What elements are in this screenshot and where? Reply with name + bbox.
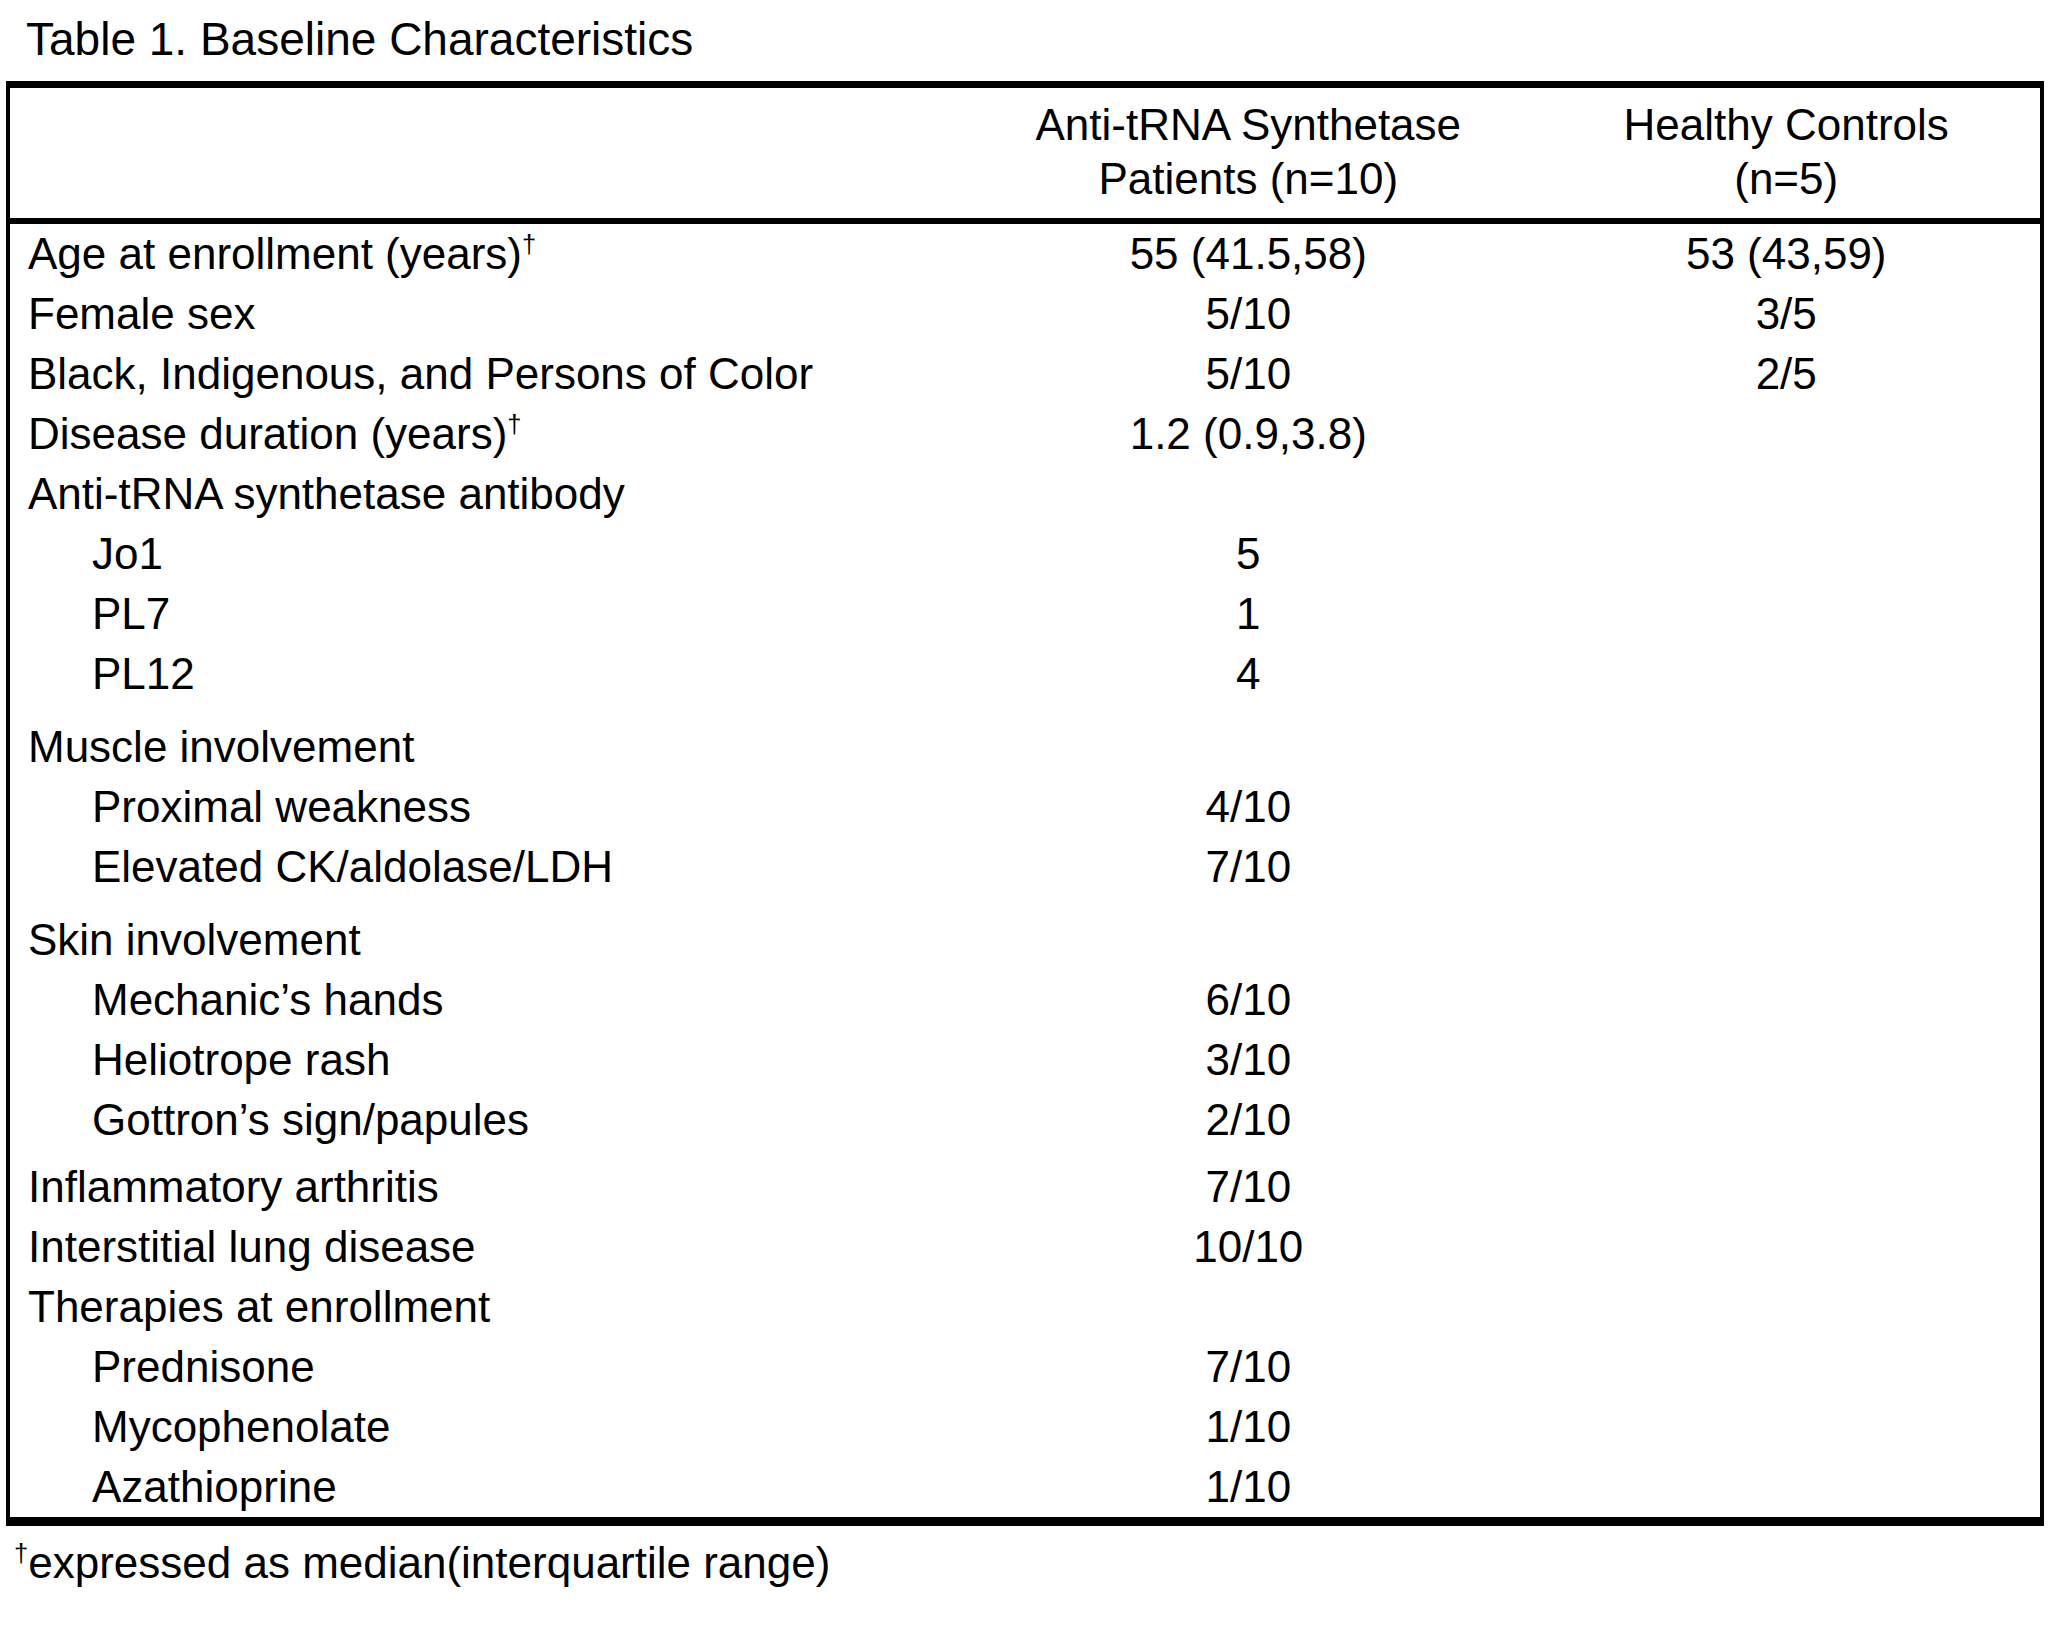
row-label: Mechanic’s hands bbox=[10, 975, 964, 1025]
table-body: Age at enrollment (years)†55 (41.5,58)53… bbox=[10, 224, 2040, 1517]
patients-value: 5 bbox=[964, 529, 1532, 579]
row-label: Jo1 bbox=[10, 529, 964, 579]
patients-value: 7/10 bbox=[964, 842, 1532, 892]
row-label: Heliotrope rash bbox=[10, 1035, 964, 1085]
footnote-text: expressed as median(interquartile range) bbox=[28, 1538, 830, 1587]
patients-value: 5/10 bbox=[964, 349, 1532, 399]
dagger-superscript: † bbox=[507, 411, 521, 439]
table-row: Proximal weakness4/10 bbox=[10, 777, 2040, 837]
table-row: Muscle involvement bbox=[10, 717, 2040, 777]
patients-value: 4/10 bbox=[964, 782, 1532, 832]
table-row: Black, Indigenous, and Persons of Color5… bbox=[10, 344, 2040, 404]
patients-value: 1.2 (0.9,3.8) bbox=[964, 409, 1532, 459]
row-label: Anti-tRNA synthetase antibody bbox=[10, 469, 964, 519]
row-label: Azathioprine bbox=[10, 1462, 964, 1512]
row-label: Age at enrollment (years)† bbox=[10, 229, 964, 279]
patients-value: 4 bbox=[964, 649, 1532, 699]
footnote-dagger-superscript: † bbox=[14, 1540, 28, 1568]
table-row: Anti-tRNA synthetase antibody bbox=[10, 464, 2040, 524]
dagger-superscript: † bbox=[522, 231, 536, 259]
controls-value: 2/5 bbox=[1532, 349, 2040, 399]
page: Table 1. Baseline Characteristics Anti-t… bbox=[0, 0, 2053, 1650]
patients-value: 5/10 bbox=[964, 289, 1532, 339]
patients-value: 7/10 bbox=[964, 1342, 1532, 1392]
row-label: Interstitial lung disease bbox=[10, 1222, 964, 1272]
baseline-characteristics-table: Anti-tRNA Synthetase Patients (n=10) Hea… bbox=[6, 81, 2044, 1526]
row-label: Proximal weakness bbox=[10, 782, 964, 832]
row-label: Inflammatory arthritis bbox=[10, 1162, 964, 1212]
header-patients-line2: Patients (n=10) bbox=[964, 152, 1532, 206]
row-label: Black, Indigenous, and Persons of Color bbox=[10, 349, 964, 399]
table-row: Mechanic’s hands6/10 bbox=[10, 970, 2040, 1030]
patients-value: 1 bbox=[964, 589, 1532, 639]
row-label: Prednisone bbox=[10, 1342, 964, 1392]
patients-value: 2/10 bbox=[964, 1095, 1532, 1145]
table-row: Prednisone7/10 bbox=[10, 1337, 2040, 1397]
header-controls-column: Healthy Controls (n=5) bbox=[1532, 98, 2040, 206]
row-label: PL7 bbox=[10, 589, 964, 639]
table-row: Age at enrollment (years)†55 (41.5,58)53… bbox=[10, 224, 2040, 284]
table-row: Inflammatory arthritis7/10 bbox=[10, 1157, 2040, 1217]
patients-value: 10/10 bbox=[964, 1222, 1532, 1272]
table-row: PL71 bbox=[10, 584, 2040, 644]
table-row: Azathioprine1/10 bbox=[10, 1457, 2040, 1517]
table-row: Female sex5/103/5 bbox=[10, 284, 2040, 344]
header-controls-line2: (n=5) bbox=[1532, 152, 2040, 206]
row-label: Gottron’s sign/papules bbox=[10, 1095, 964, 1145]
footnote: †expressed as median(interquartile range… bbox=[14, 1538, 2053, 1588]
table-header-row: Anti-tRNA Synthetase Patients (n=10) Hea… bbox=[10, 88, 2040, 224]
header-empty-cell bbox=[10, 98, 964, 206]
table-row: Skin involvement bbox=[10, 910, 2040, 970]
row-label: Disease duration (years)† bbox=[10, 409, 964, 459]
patients-value: 1/10 bbox=[964, 1462, 1532, 1512]
table-row: Heliotrope rash3/10 bbox=[10, 1030, 2040, 1090]
table-row: Jo15 bbox=[10, 524, 2040, 584]
patients-value: 3/10 bbox=[964, 1035, 1532, 1085]
patients-value: 7/10 bbox=[964, 1162, 1532, 1212]
table-row: Mycophenolate1/10 bbox=[10, 1397, 2040, 1457]
row-label: Elevated CK/aldolase/LDH bbox=[10, 842, 964, 892]
header-patients-column: Anti-tRNA Synthetase Patients (n=10) bbox=[964, 98, 1532, 206]
table-row: Disease duration (years)†1.2 (0.9,3.8) bbox=[10, 404, 2040, 464]
table-row: Gottron’s sign/papules2/10 bbox=[10, 1090, 2040, 1150]
table-row: Interstitial lung disease10/10 bbox=[10, 1217, 2040, 1277]
table-row: Elevated CK/aldolase/LDH7/10 bbox=[10, 837, 2040, 897]
row-label: Therapies at enrollment bbox=[10, 1282, 964, 1332]
patients-value: 55 (41.5,58) bbox=[964, 229, 1532, 279]
patients-value: 1/10 bbox=[964, 1402, 1532, 1452]
controls-value: 53 (43,59) bbox=[1532, 229, 2040, 279]
patients-value: 6/10 bbox=[964, 975, 1532, 1025]
row-label: PL12 bbox=[10, 649, 964, 699]
table-row: PL124 bbox=[10, 644, 2040, 704]
table-title: Table 1. Baseline Characteristics bbox=[26, 12, 2053, 67]
controls-value: 3/5 bbox=[1532, 289, 2040, 339]
header-controls-line1: Healthy Controls bbox=[1532, 98, 2040, 152]
row-label: Female sex bbox=[10, 289, 964, 339]
row-label: Mycophenolate bbox=[10, 1402, 964, 1452]
header-patients-line1: Anti-tRNA Synthetase bbox=[964, 98, 1532, 152]
row-label: Skin involvement bbox=[10, 915, 964, 965]
row-label: Muscle involvement bbox=[10, 722, 964, 772]
table-row: Therapies at enrollment bbox=[10, 1277, 2040, 1337]
